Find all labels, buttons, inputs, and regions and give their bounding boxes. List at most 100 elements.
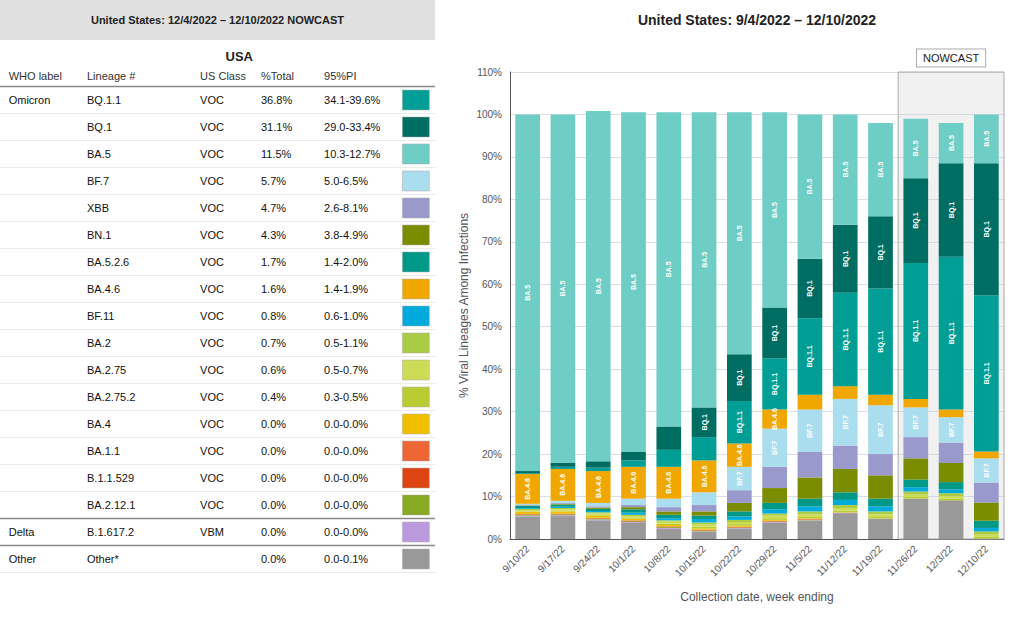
svg-text:Omicron: Omicron bbox=[9, 94, 51, 106]
svg-text:Other: Other bbox=[9, 553, 37, 565]
svg-text:BQ.1: BQ.1 bbox=[842, 251, 850, 267]
svg-text:BA.4.6: BA.4.6 bbox=[701, 465, 708, 487]
svg-text:BA.5: BA.5 bbox=[771, 202, 778, 218]
svg-text:NOWCAST: NOWCAST bbox=[923, 52, 980, 64]
svg-text:BA.5: BA.5 bbox=[736, 225, 743, 241]
svg-text:BQ.1: BQ.1 bbox=[771, 325, 779, 341]
svg-text:11.5%: 11.5% bbox=[261, 148, 292, 160]
svg-text:BQ.1.1: BQ.1.1 bbox=[877, 330, 885, 352]
svg-text:BA.2.12.1: BA.2.12.1 bbox=[87, 499, 135, 511]
svg-text:VOC: VOC bbox=[200, 310, 224, 322]
svg-text:United States: 12/4/2022 – 12/: United States: 12/4/2022 – 12/10/2022 NO… bbox=[91, 14, 344, 26]
svg-text:9/24/22: 9/24/22 bbox=[571, 543, 603, 575]
svg-text:10.3-12.7%: 10.3-12.7% bbox=[324, 148, 380, 160]
svg-text:5.0-6.5%: 5.0-6.5% bbox=[324, 175, 368, 187]
svg-text:9/10/22: 9/10/22 bbox=[500, 543, 532, 575]
svg-text:BA.5: BA.5 bbox=[842, 162, 849, 178]
svg-text:31.1%: 31.1% bbox=[261, 121, 292, 133]
svg-text:5.7%: 5.7% bbox=[261, 175, 286, 187]
svg-text:0.6%: 0.6% bbox=[261, 364, 286, 376]
svg-text:VOC: VOC bbox=[200, 418, 224, 430]
svg-text:VOC: VOC bbox=[200, 148, 224, 160]
svg-text:11/12/22: 11/12/22 bbox=[814, 543, 849, 578]
svg-text:VOC: VOC bbox=[200, 337, 224, 349]
svg-text:BQ.1.1: BQ.1.1 bbox=[948, 322, 956, 344]
svg-text:0.6-1.0%: 0.6-1.0% bbox=[324, 310, 368, 322]
svg-text:BA.5: BA.5 bbox=[595, 278, 602, 294]
svg-text:0.0-0.0%: 0.0-0.0% bbox=[324, 499, 368, 511]
svg-text:BA.5: BA.5 bbox=[559, 280, 566, 296]
svg-text:90%: 90% bbox=[482, 151, 502, 162]
svg-text:0.0%: 0.0% bbox=[261, 499, 286, 511]
svg-text:1.4-2.0%: 1.4-2.0% bbox=[324, 256, 368, 268]
svg-text:B.1.617.2: B.1.617.2 bbox=[87, 526, 134, 538]
svg-text:BQ.1: BQ.1 bbox=[806, 280, 814, 296]
svg-text:BA.4.6: BA.4.6 bbox=[595, 476, 602, 498]
svg-text:BA.4.6: BA.4.6 bbox=[736, 444, 743, 466]
svg-text:0.5-1.1%: 0.5-1.1% bbox=[324, 337, 368, 349]
svg-text:VOC: VOC bbox=[200, 472, 224, 484]
svg-text:BF.7: BF.7 bbox=[948, 423, 955, 438]
svg-text:BQ.1.1: BQ.1.1 bbox=[87, 94, 121, 106]
svg-text:60%: 60% bbox=[482, 279, 502, 290]
svg-text:VOC: VOC bbox=[200, 229, 224, 241]
svg-text:0.0%: 0.0% bbox=[261, 472, 286, 484]
svg-text:BA.4.6: BA.4.6 bbox=[559, 474, 566, 496]
svg-text:BQ.1.1: BQ.1.1 bbox=[842, 328, 850, 350]
svg-text:% Viral Lineages Among Infecti: % Viral Lineages Among Infections bbox=[457, 213, 471, 398]
svg-text:BF.7: BF.7 bbox=[842, 415, 849, 430]
svg-text:30%: 30% bbox=[482, 406, 502, 417]
svg-text:BA.2.75.2: BA.2.75.2 bbox=[87, 391, 135, 403]
svg-text:VOC: VOC bbox=[200, 94, 224, 106]
svg-text:80%: 80% bbox=[482, 194, 502, 205]
svg-text:BA.4.6: BA.4.6 bbox=[665, 472, 672, 494]
svg-text:BA.5.2.6: BA.5.2.6 bbox=[87, 256, 129, 268]
svg-text:WHO label: WHO label bbox=[9, 70, 62, 82]
svg-text:Delta: Delta bbox=[9, 526, 36, 538]
svg-text:BA.4: BA.4 bbox=[87, 418, 111, 430]
svg-text:1.7%: 1.7% bbox=[261, 256, 286, 268]
svg-text:Other*: Other* bbox=[87, 553, 120, 565]
svg-text:0.0-0.0%: 0.0-0.0% bbox=[324, 445, 368, 457]
svg-text:BA.4.6: BA.4.6 bbox=[771, 408, 778, 430]
svg-text:BN.1: BN.1 bbox=[87, 229, 111, 241]
svg-text:4.7%: 4.7% bbox=[261, 202, 286, 214]
svg-text:VOC: VOC bbox=[200, 445, 224, 457]
svg-text:Collection date, week ending: Collection date, week ending bbox=[680, 590, 833, 604]
svg-text:0.5-0.7%: 0.5-0.7% bbox=[324, 364, 368, 376]
svg-text:XBB: XBB bbox=[87, 202, 109, 214]
svg-text:US Class: US Class bbox=[200, 70, 246, 82]
svg-text:BA.4.6: BA.4.6 bbox=[87, 283, 120, 295]
svg-text:70%: 70% bbox=[482, 236, 502, 247]
svg-text:BF.7: BF.7 bbox=[87, 175, 109, 187]
svg-text:%Total: %Total bbox=[261, 70, 294, 82]
svg-text:VOC: VOC bbox=[200, 175, 224, 187]
svg-text:BA.5: BA.5 bbox=[87, 148, 111, 160]
svg-text:BQ.1: BQ.1 bbox=[877, 244, 885, 260]
svg-text:100%: 100% bbox=[476, 109, 502, 120]
svg-text:B.1.1.529: B.1.1.529 bbox=[87, 472, 134, 484]
svg-text:0.0-0.0%: 0.0-0.0% bbox=[324, 418, 368, 430]
svg-text:11/19/22: 11/19/22 bbox=[850, 543, 885, 578]
svg-text:BQ.1: BQ.1 bbox=[701, 414, 709, 430]
svg-text:BA.5: BA.5 bbox=[912, 140, 919, 156]
svg-text:10/29/22: 10/29/22 bbox=[743, 543, 779, 579]
svg-text:0.0%: 0.0% bbox=[261, 553, 286, 565]
svg-text:BQ.1.1: BQ.1.1 bbox=[806, 345, 814, 367]
svg-text:VOC: VOC bbox=[200, 121, 224, 133]
svg-text:BF.7: BF.7 bbox=[806, 423, 813, 438]
svg-text:VOC: VOC bbox=[200, 499, 224, 511]
svg-text:34.1-39.6%: 34.1-39.6% bbox=[324, 94, 380, 106]
svg-text:BA.5: BA.5 bbox=[665, 261, 672, 277]
svg-text:0.4%: 0.4% bbox=[261, 391, 286, 403]
svg-text:BQ.1.1: BQ.1.1 bbox=[736, 411, 744, 433]
svg-text:VOC: VOC bbox=[200, 283, 224, 295]
svg-text:20%: 20% bbox=[482, 449, 502, 460]
svg-text:0.7%: 0.7% bbox=[261, 337, 286, 349]
svg-text:BA.5: BA.5 bbox=[806, 179, 813, 195]
svg-text:11/26/22: 11/26/22 bbox=[885, 543, 920, 578]
svg-text:40%: 40% bbox=[482, 364, 502, 375]
svg-text:BQ.1: BQ.1 bbox=[948, 202, 956, 218]
svg-text:BA.2.75: BA.2.75 bbox=[87, 364, 126, 376]
svg-text:12/3/22: 12/3/22 bbox=[924, 543, 956, 575]
